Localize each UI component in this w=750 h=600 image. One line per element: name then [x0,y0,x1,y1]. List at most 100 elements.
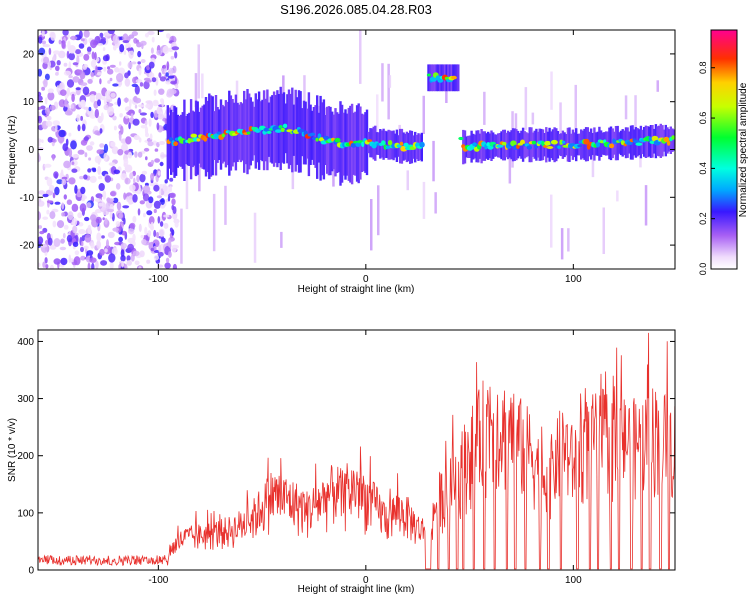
noise-blob [87,168,92,173]
ridge-core [486,142,491,147]
noise-blob [112,34,119,45]
streak [422,181,426,219]
noise-blob [143,81,150,90]
y-tick-label: 200 [17,451,34,462]
ridge-core [543,144,548,148]
noise-blob [68,52,75,61]
noise-blob [64,98,68,108]
noise-blob [94,108,100,119]
noise-blob [71,203,79,212]
ridge-halo [170,109,173,175]
ridge-core [651,135,659,142]
ridge-core [516,144,520,149]
noise-blob [113,169,121,175]
ridge-core [559,139,564,145]
streak [180,208,183,264]
noise-blob [68,75,73,79]
streak [591,142,595,178]
noise-blob [103,104,109,111]
noise-blob [38,106,42,111]
noise-blob [102,217,105,221]
noise-blob [138,109,142,114]
noise-blob [99,248,105,256]
streak [656,80,659,92]
noise-blob [99,128,103,134]
noise-blob [84,216,90,222]
noise-blob [145,132,149,138]
noise-blob [162,45,170,55]
noise-blob [74,184,78,194]
noise-blob [128,49,134,59]
noise-blob [72,241,79,247]
noise-blob [132,194,138,203]
noise-blob [53,50,60,55]
figure-title: S196.2026.085.04.28.R03 [280,2,432,17]
noise-blob [124,72,129,79]
noise-blob [58,39,62,45]
noise-blob [56,220,65,229]
streak [550,71,553,110]
ridge-halo [563,132,566,158]
noise-blob [123,50,127,55]
ridge-halo [530,127,533,163]
ridge-core [399,141,404,146]
noise-blob [169,192,176,199]
noise-blob [70,140,77,150]
noise-blob [86,250,94,256]
noise-blob [146,210,153,216]
snr-x-axis-label: Height of straight line (km) [298,584,415,595]
noise-blob [165,80,172,85]
noise-blob [128,200,133,205]
noise-blob [42,261,46,268]
noise-blob [107,68,114,75]
streak [483,91,486,125]
streak [567,228,570,252]
noise-blob [158,244,162,253]
noise-blob [111,247,118,256]
noise-blob [55,72,59,76]
noise-blob [156,195,162,199]
streak [201,73,204,99]
noise-blob [102,55,109,62]
x-tick-label: 100 [565,575,582,586]
ridge-core [173,141,179,146]
noise-blob [133,177,136,184]
noise-blob [95,208,101,213]
noise-blob [156,49,163,56]
noise-blob [38,236,44,245]
ridge-core [544,140,551,146]
ridge-halo [316,95,319,179]
ridge-halo [528,127,531,163]
noise-blob [86,46,92,53]
noise-blob [80,241,84,247]
noise-blob [60,169,64,177]
ridge-core [221,133,226,138]
noise-blob [166,61,170,71]
noise-blob [43,44,50,48]
noise-blob [86,145,93,151]
ridge-halo [556,131,560,159]
noise-blob [80,139,88,146]
ridge-core [550,139,558,145]
noise-blob [139,250,145,258]
noise-blob [54,201,61,205]
noise-blob [79,71,86,80]
noise-blob [148,216,155,225]
noise-blob [48,47,52,56]
streak [422,95,425,134]
snr-background [38,330,675,570]
streak [432,140,435,182]
noise-blob [121,260,124,268]
streak [388,75,392,88]
noise-blob [109,262,114,269]
noise-blob [154,158,161,163]
ridge-core [502,141,507,146]
ridge-halo [618,132,621,154]
noise-blob [103,143,109,153]
ridge-core [334,137,341,143]
streak [560,228,564,260]
noise-blob [58,99,66,108]
y-tick-label: 0 [28,566,34,577]
noise-blob [81,123,86,132]
noise-blob [158,187,162,197]
